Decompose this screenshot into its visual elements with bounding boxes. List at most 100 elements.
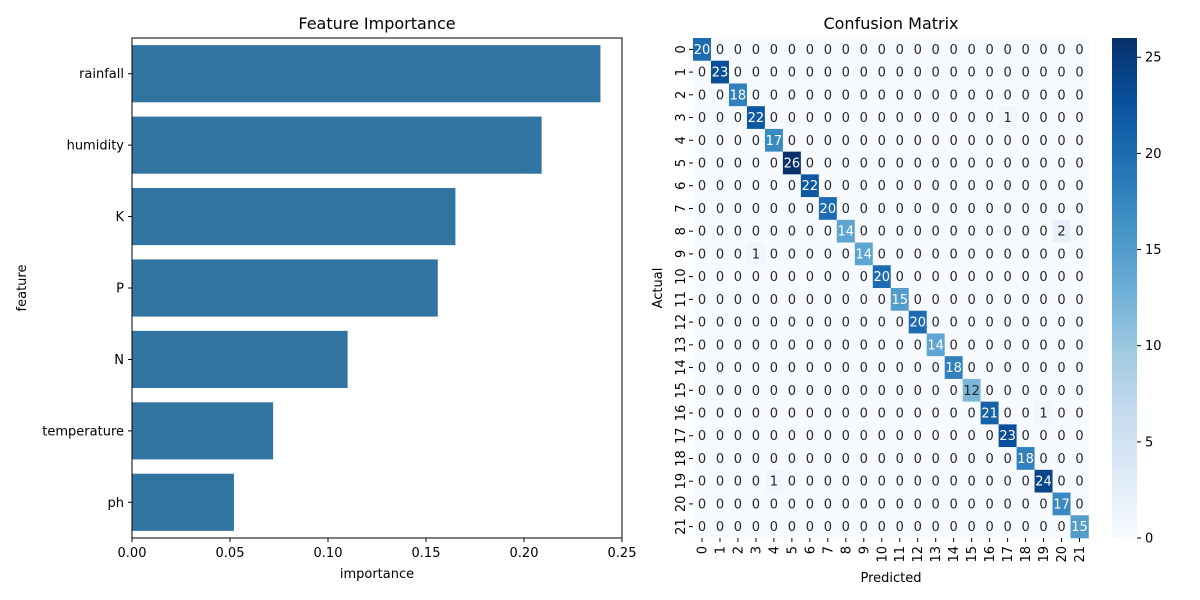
heatmap-cell-value: 20 [820,202,837,217]
heatmap-cell-value: 0 [1057,202,1065,217]
heatmap-cell-value: 0 [878,475,886,490]
heatmap-cell [908,424,928,448]
heatmap-cell-value: 0 [1039,384,1047,399]
heatmap-cell-value: 0 [1021,270,1029,285]
heatmap-cell-value: 0 [806,202,814,217]
heatmap-cell [836,515,856,539]
heatmap-cell [800,401,820,425]
heatmap-cell-value: 0 [752,270,760,285]
heatmap-cell [818,333,838,357]
heatmap-cell [782,128,802,152]
heatmap-cell [872,174,892,198]
heatmap-cell [890,197,910,221]
heatmap-cell-value: 0 [1003,134,1011,149]
heatmap-cell-value: 0 [698,475,706,490]
heatmap-cell-value: 0 [716,179,724,194]
heatmap-cell-value: 0 [788,452,796,467]
heatmap-cell [1034,83,1053,107]
heatmap-cell-value: 0 [770,293,778,308]
heatmap-cell-value: 0 [1075,429,1083,444]
heatmap-cell-value: 0 [788,202,796,217]
heatmap-x-tick-label: 16 [983,546,998,563]
heatmap-cell [764,128,784,152]
heatmap-cell-value: 0 [1039,361,1047,376]
heatmap-cell-value: 0 [734,111,742,126]
heatmap-cell-value: 0 [824,384,832,399]
heatmap-cell-value: 0 [896,361,904,376]
heatmap-cell-value: 0 [770,66,778,81]
heatmap-cell-value: 0 [932,157,940,172]
heatmap-cell [728,492,748,516]
heatmap-y-tick-label: 15 [674,382,689,399]
heatmap-y-tick-label: 17 [674,427,689,444]
heatmap-cell [764,401,784,425]
heatmap-cell [998,197,1017,221]
heatmap-cell-value: 0 [698,134,706,149]
heatmap-cell-value: 0 [824,157,832,172]
heatmap-cell-value: 0 [806,497,814,512]
heatmap-cell [693,469,712,493]
heatmap-cell-value: 0 [985,111,993,126]
heatmap-cell-value: 0 [1039,520,1047,535]
heatmap-cell [872,378,892,402]
heatmap-cell [962,151,981,175]
heatmap-cell-value: 0 [788,111,796,126]
heatmap-cell [764,310,784,334]
heatmap-cell-value: 0 [1075,316,1083,331]
heatmap-cell [890,333,910,357]
heatmap-cell-value: 0 [950,134,958,149]
heatmap-cell-value: 0 [896,520,904,535]
heatmap-cell-value: 0 [968,452,976,467]
heatmap-cell [693,38,712,62]
heatmap-cell-value: 0 [734,520,742,535]
heatmap-cell [944,469,963,493]
heatmap-cell [980,401,999,425]
heatmap-cell-value: 0 [824,475,832,490]
bar-ph [132,473,234,531]
heatmap-cell-value: 0 [1075,247,1083,262]
heatmap-cell-value: 0 [860,338,868,353]
heatmap-cell [764,197,784,221]
heatmap-cell [872,515,892,539]
bar-humidity [132,116,542,174]
heatmap-cell [746,469,766,493]
heatmap-cell-value: 0 [860,429,868,444]
heatmap-cell-value: 0 [860,179,868,194]
heatmap-cell [1016,38,1035,62]
heatmap-cell [980,83,999,107]
heatmap-cell [710,128,730,152]
heatmap-x-axis-label: Predicted [860,571,921,586]
heatmap-cell [710,38,730,62]
heatmap-cell [962,242,981,266]
bar-y-tick-label: P [116,282,124,297]
heatmap-cell-value: 14 [856,247,873,262]
heatmap-cell-value: 0 [806,270,814,285]
heatmap-cell-value: 0 [860,407,868,422]
heatmap-cell [944,197,963,221]
heatmap-cell [800,174,820,198]
bar-n [132,330,348,388]
heatmap-cell [746,288,766,312]
heatmap-cell [1052,469,1071,493]
heatmap-cell-value: 0 [824,43,832,58]
heatmap-cell [693,288,712,312]
heatmap-cell-value: 0 [806,475,814,490]
heatmap-cell [818,310,838,334]
heatmap-cell-value: 22 [802,179,819,194]
heatmap-x-tick-label: 19 [1037,546,1052,563]
heatmap-cell-value: 0 [985,225,993,240]
heatmap-cell [980,424,999,448]
heatmap-cell [962,60,981,84]
heatmap-cell-value: 0 [716,429,724,444]
heatmap-y-tick-label: 8 [674,227,689,235]
heatmap-cell-value: 0 [734,338,742,353]
heatmap-cell-value: 0 [932,497,940,512]
heatmap-cell [890,106,910,130]
heatmap-x-tick-label: 11 [893,546,908,563]
heatmap-cell [962,174,981,198]
heatmap-x-tick-label: 5 [785,546,800,554]
heatmap-cell [962,128,981,152]
heatmap-cell-value: 0 [1075,66,1083,81]
heatmap-cell-value: 0 [1021,293,1029,308]
heatmap-cell [1070,83,1089,107]
